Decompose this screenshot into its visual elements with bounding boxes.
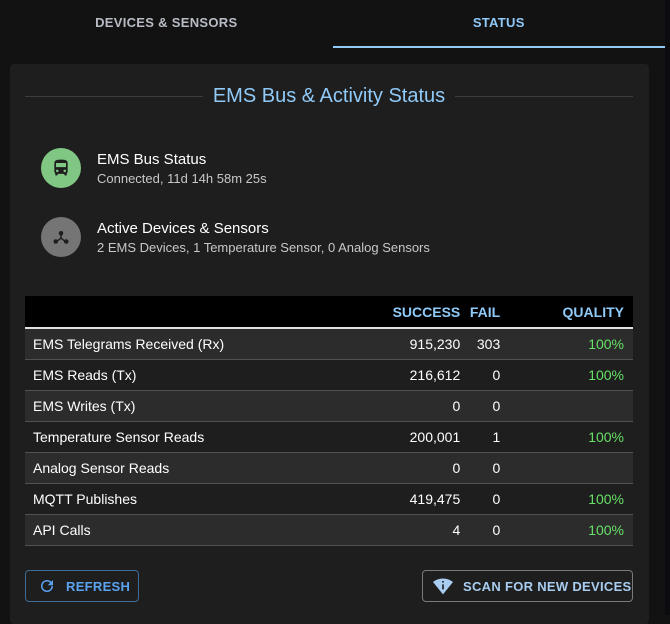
row-name: EMS Telegrams Received (Rx)	[25, 328, 377, 360]
bus-status-subtitle: Connected, 11d 14h 58m 25s	[97, 170, 267, 186]
header-name	[25, 296, 377, 329]
status-card: EMS Bus & Activity Status EMS Bus Status…	[10, 64, 649, 624]
row-success: 4	[376, 514, 465, 546]
row-name: API Calls	[25, 514, 377, 546]
row-fail: 0	[464, 452, 505, 484]
row-quality	[504, 390, 633, 422]
table-row: API Calls 4 0 100%	[25, 514, 633, 546]
row-fail: 0	[464, 483, 505, 515]
card-title-divider: EMS Bus & Activity Status	[25, 84, 633, 108]
header-success: SUCCESS	[376, 296, 465, 329]
row-success: 0	[376, 452, 465, 484]
bus-status-item: EMS Bus Status Connected, 11d 14h 58m 25…	[41, 148, 267, 188]
table-row: Temperature Sensor Reads 200,001 1 100%	[25, 421, 633, 453]
row-name: MQTT Publishes	[25, 483, 377, 515]
row-success: 0	[376, 390, 465, 422]
row-quality: 100%	[504, 483, 633, 515]
refresh-button[interactable]: REFRESH	[25, 570, 139, 602]
tab-status[interactable]: STATUS	[332, 0, 666, 48]
table-row: MQTT Publishes 419,475 0 100%	[25, 483, 633, 515]
row-fail: 0	[464, 514, 505, 546]
row-fail: 0	[464, 359, 505, 391]
row-fail: 1	[464, 421, 505, 453]
row-quality: 100%	[504, 328, 633, 360]
wifi-info-icon	[433, 578, 453, 595]
hub-icon	[41, 217, 81, 257]
card-title: EMS Bus & Activity Status	[212, 84, 446, 107]
row-success: 216,612	[376, 359, 465, 391]
row-name: Temperature Sensor Reads	[25, 421, 377, 453]
divider-line	[25, 95, 203, 97]
divider-line	[455, 95, 633, 97]
row-quality: 100%	[504, 514, 633, 546]
active-devices-subtitle: 2 EMS Devices, 1 Temperature Sensor, 0 A…	[97, 239, 430, 255]
row-name: EMS Reads (Tx)	[25, 359, 377, 391]
active-devices-title: Active Devices & Sensors	[97, 219, 269, 237]
tab-devices-sensors[interactable]: DEVICES & SENSORS	[95, 15, 238, 30]
bus-icon	[41, 148, 81, 188]
row-name: EMS Writes (Tx)	[25, 390, 377, 422]
scan-label: SCAN FOR NEW DEVICES	[463, 578, 632, 594]
refresh-icon	[41, 580, 53, 592]
table-row: Analog Sensor Reads 0 0	[25, 452, 633, 484]
tab-bar: DEVICES & SENSORS STATUS	[0, 0, 665, 48]
table-row: EMS Telegrams Received (Rx) 915,230 303 100…	[25, 328, 633, 360]
header-quality: QUALITY	[504, 296, 633, 329]
activity-table: SUCCESS FAIL QUALITY EMS Telegrams Recei…	[25, 296, 633, 546]
table-row: EMS Reads (Tx) 216,612 0 100%	[25, 359, 633, 391]
row-success: 915,230	[376, 328, 465, 360]
row-quality: 100%	[504, 359, 633, 391]
row-quality	[504, 452, 633, 484]
bus-status-title: EMS Bus Status	[97, 150, 207, 168]
row-fail: 303	[464, 328, 505, 360]
row-quality: 100%	[504, 421, 633, 453]
table-row: EMS Writes (Tx) 0 0	[25, 390, 633, 422]
refresh-label: REFRESH	[66, 578, 131, 594]
row-name: Analog Sensor Reads	[25, 452, 377, 484]
row-success: 419,475	[376, 483, 465, 515]
row-fail: 0	[464, 390, 505, 422]
row-success: 200,001	[376, 421, 465, 453]
header-fail: FAIL	[464, 296, 505, 329]
window-edge	[665, 0, 670, 615]
table-header-row: SUCCESS FAIL QUALITY	[25, 296, 633, 329]
scan-devices-button[interactable]: SCAN FOR NEW DEVICES	[422, 570, 633, 602]
active-devices-item: Active Devices & Sensors 2 EMS Devices, …	[41, 217, 430, 257]
